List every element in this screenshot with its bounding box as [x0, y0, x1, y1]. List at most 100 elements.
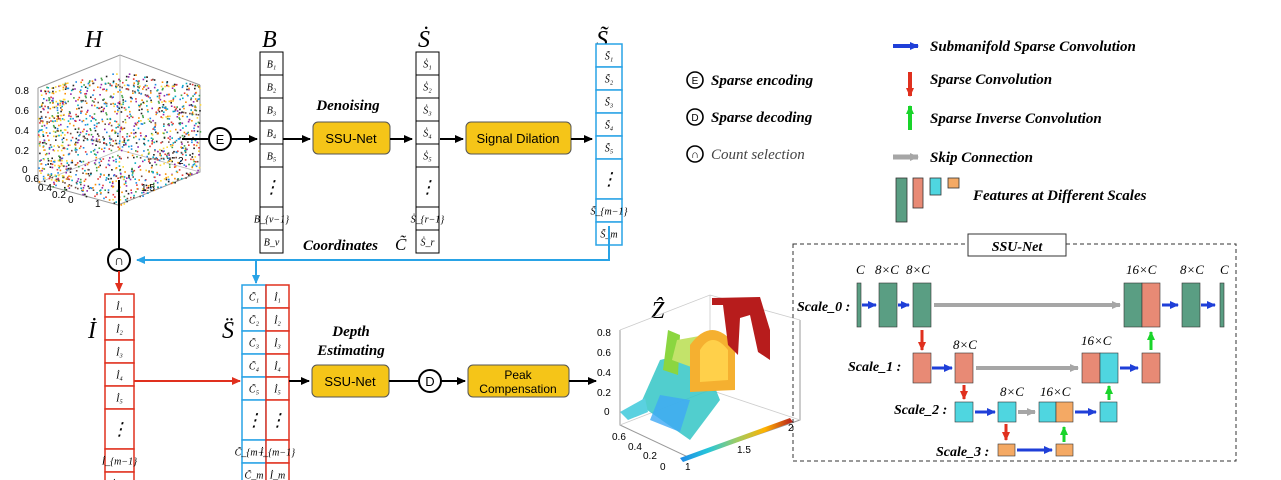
ssu-net-box-1: SSU-Net: [312, 121, 391, 155]
plot-z-surface: [620, 297, 770, 440]
legend-features: Features at Different Scales: [972, 188, 1147, 204]
feature-block: [954, 352, 974, 384]
ch-label: 8×C: [1000, 384, 1024, 399]
scale-1-label: Scale_1 :: [848, 360, 901, 375]
feature-block: [1181, 282, 1201, 328]
vector-cell-label: Ṡ₃: [423, 105, 432, 117]
legend-decode-icon: D: [686, 108, 704, 126]
legend-skip: Skip Connection: [930, 150, 1033, 166]
feature-block: [1219, 282, 1225, 328]
ssu-net-title: SSU-Net: [992, 240, 1044, 255]
legend-left: E Sparse encoding D Sparse decoding ∩ Co…: [686, 71, 814, 163]
signal-dilation-label: Signal Dilation: [476, 131, 559, 146]
vector-cell-label: B₃: [267, 106, 277, 117]
feature-block: [1099, 352, 1119, 384]
ssu-net-detail: SSU-Net Scale_0 : Scale_1 : Scale_2 : Sc…: [792, 233, 1237, 462]
vector-cell-label: İ₁: [273, 292, 281, 304]
tick-label: 0.6: [597, 348, 611, 359]
vector-cell-label: Ṡ₂: [423, 82, 432, 94]
vector-cell-label: İ₁: [115, 301, 123, 313]
legend-decode-letter: D: [691, 113, 698, 124]
vector-cell-label: ⋮: [111, 419, 129, 439]
c-tilde-column: C̃₁ C̃₂ C̃₃ C̃₄ C̃₅ ⋮ C̃_{m−1} C̃_m: [235, 284, 274, 480]
peak-label-1: Peak: [504, 368, 532, 382]
scale-3-label: Scale_3 :: [936, 445, 989, 460]
feature-block: [912, 352, 932, 384]
vector-cell-label: C̃₅: [249, 383, 260, 396]
vector-cell: [241, 399, 267, 441]
vector-cell-label: ⋮: [269, 410, 287, 430]
vector-cell-label: İ₄: [273, 361, 281, 373]
feature-block: [1099, 401, 1118, 423]
tick-label: 0.6: [15, 106, 29, 117]
vector-cell-label: S̃₂: [605, 73, 614, 86]
vector-cell-label: ⋮: [245, 410, 263, 430]
plot-z-ticks: 0.8 0.6 0.4 0.2 0 0.6 0.4 0.2 0 1 1.5 2: [597, 328, 794, 473]
tick-label: 0: [68, 195, 74, 206]
symbol-s-dot: Ṡ: [418, 27, 430, 53]
feature-block: [912, 282, 932, 328]
tick-label: 1: [95, 199, 101, 210]
legend-count-selection: Count selection: [711, 147, 805, 163]
vector-cell-label: B₂: [267, 83, 277, 94]
vector-cell-label: C̃_{m−1}: [235, 446, 274, 459]
tick-label: 0: [604, 407, 610, 418]
legend-sparse-decoding: Sparse decoding: [711, 110, 813, 126]
tick-label: 0.2: [15, 146, 29, 157]
vector-cell-label: C̃₃: [249, 337, 260, 350]
legend-encode-letter: E: [692, 76, 699, 87]
plot-h-ticks: 0.8 0.6 0.4 0.2 0 0.6 0.4 0.2 0 1 1.5 2: [15, 86, 184, 210]
vector-cell-label: Ṡ_r: [421, 237, 435, 249]
ssu-net-label-2: SSU-Net: [324, 374, 376, 389]
feature-block: [1081, 352, 1101, 384]
scale-0-label: Scale_0 :: [797, 300, 850, 315]
legend-right: Submanifold Sparse Convolution Sparse Co…: [893, 39, 1147, 223]
vector-cell-label: Ṡ_{r−1}: [411, 214, 445, 226]
encode-circle: E: [208, 127, 232, 151]
ch-label: 16×C: [1040, 384, 1071, 399]
vector-cell-label: B₅: [267, 152, 277, 163]
vector-cell: [265, 462, 290, 480]
tick-label: 0.8: [15, 86, 29, 97]
vector-cell-label: İ₃: [273, 338, 281, 350]
feature-block: [954, 401, 974, 423]
signal-dilation-box: Signal Dilation: [465, 121, 572, 155]
vector-cell-label: İ_m: [111, 479, 128, 480]
tick-label: 0.2: [597, 388, 611, 399]
tick-label: 0.8: [597, 328, 611, 339]
legend-sparse-inverse: Sparse Inverse Convolution: [930, 111, 1102, 127]
tick-label: 0.2: [52, 190, 66, 201]
ch-label: 8×C: [953, 337, 977, 352]
ch-label: C: [1220, 262, 1229, 277]
peak-label-2: Compensation: [479, 382, 556, 396]
feature-block: [1123, 282, 1143, 328]
vector-cell-label: C̃_m: [245, 469, 264, 480]
feature-block: [1141, 352, 1161, 384]
vector-cell-label: S̃₅: [605, 142, 614, 155]
feature-block: [856, 282, 862, 328]
feature-block: [1055, 401, 1074, 423]
vector-cell-label: S̃_{m−1}: [591, 205, 628, 218]
vector-cell-label: İ₄: [115, 370, 123, 382]
vector-cell-label: B_{v−1}: [254, 215, 289, 226]
tick-label: 0.4: [628, 442, 642, 453]
feature-block: [1055, 443, 1074, 457]
plot-h: H 0.8 0.6 0.4 0.2 0 0.6 0.4 0.2 0 1 1.5 …: [15, 27, 202, 210]
feature-block: [1141, 282, 1161, 328]
ch-label: 8×C: [1180, 262, 1204, 277]
tick-label: 0.6: [612, 432, 626, 443]
s-dot-column: Ṡ₁ Ṡ₂ Ṡ₃ Ṡ₄ Ṡ₅ ⋮ Ṡ_{r−1} Ṡ_r: [411, 51, 445, 254]
encode-letter: E: [216, 132, 225, 147]
tick-label: 0.4: [597, 368, 611, 379]
vector-cell: [415, 229, 440, 254]
legend-sparse-conv: Sparse Convolution: [930, 72, 1052, 88]
feature-block: [878, 282, 898, 328]
ch-label: 16×C: [1081, 333, 1112, 348]
vector-cell-label: Ṡ₁: [423, 59, 431, 71]
vector-cell-label: İ₅: [115, 393, 123, 405]
tick-label: 1.5: [737, 445, 751, 456]
count-selection-circle: ∩: [107, 248, 131, 272]
vector-cell-label: C̃₄: [249, 360, 260, 373]
tick-label: 1: [685, 462, 691, 473]
